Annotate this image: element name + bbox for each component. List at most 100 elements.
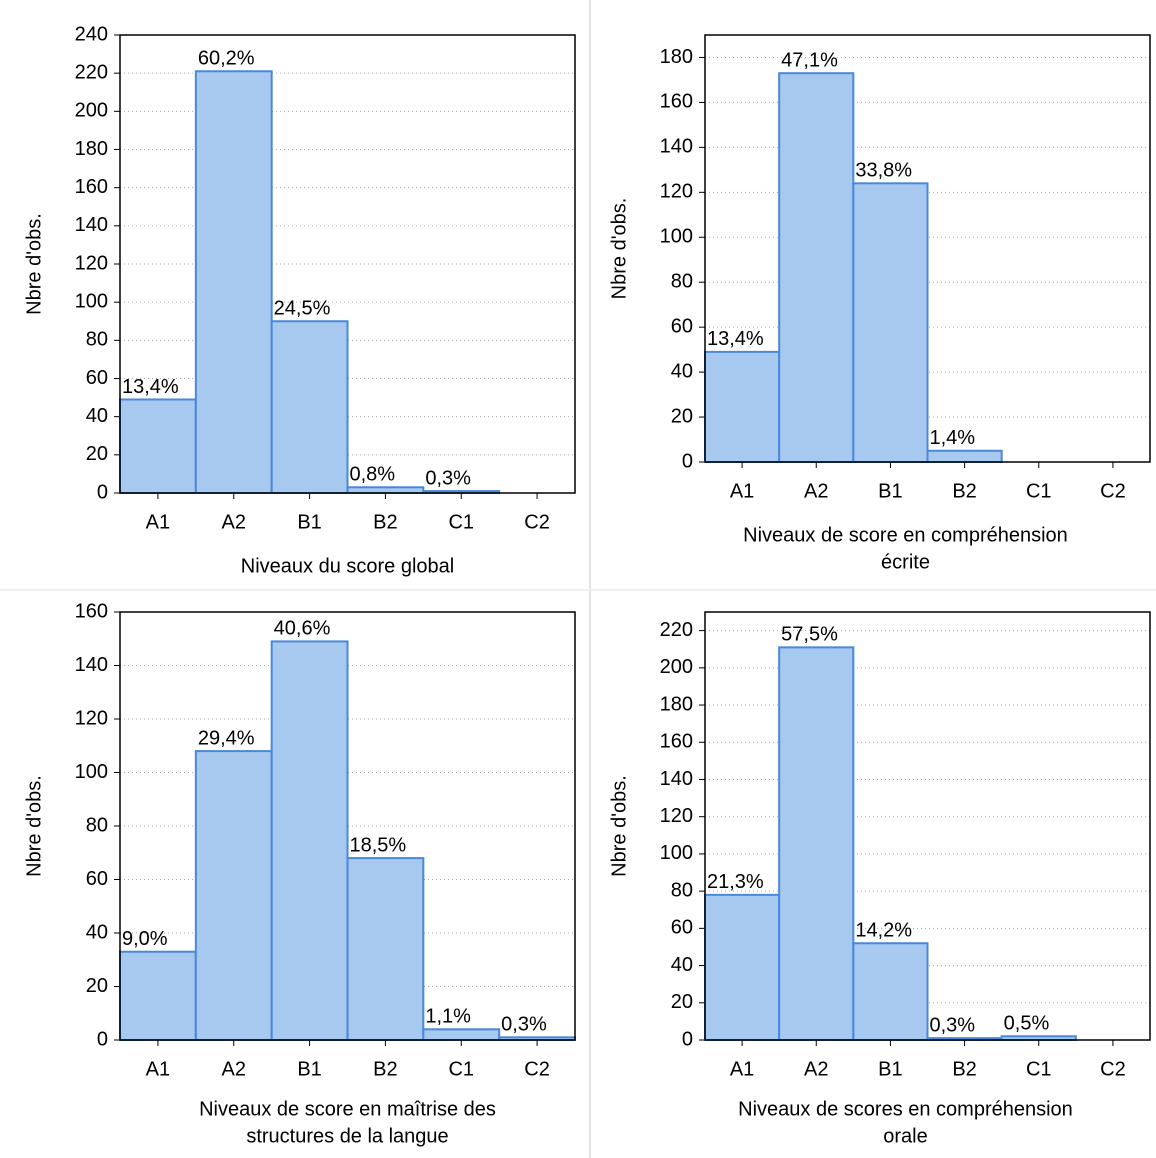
y-tick-label: 80	[671, 879, 693, 901]
y-tick-label: 160	[75, 600, 108, 622]
x-tick-label: B1	[878, 1058, 902, 1080]
bar	[270, 640, 349, 1041]
data-label: 29,4%	[198, 727, 255, 749]
x-axis-label: Niveaux de score en compréhension	[743, 524, 1068, 546]
x-tick-label: C2	[1100, 480, 1126, 502]
x-axis-label: orale	[883, 1125, 927, 1147]
y-tick-label: 40	[86, 405, 108, 427]
data-label: 57,5%	[781, 624, 838, 646]
y-tick-label: 140	[660, 768, 693, 790]
y-tick-label: 80	[86, 329, 108, 351]
data-label: 1,1%	[425, 1006, 471, 1028]
y-tick-label: 180	[660, 693, 693, 715]
y-tick-label: 80	[86, 814, 108, 836]
data-label: 13,4%	[122, 376, 179, 398]
y-tick-label: 200	[660, 656, 693, 678]
x-tick-label: A2	[222, 511, 246, 533]
data-label: 60,2%	[198, 48, 255, 70]
x-tick-label: A2	[222, 1058, 246, 1080]
y-tick-label: 60	[86, 367, 108, 389]
data-label: 1,4%	[930, 427, 976, 449]
data-label: 47,1%	[781, 49, 838, 71]
y-tick-label: 60	[671, 917, 693, 939]
y-tick-label: 20	[671, 991, 693, 1013]
x-axis-label: Niveaux du score global	[241, 555, 454, 577]
x-tick-label: B1	[878, 480, 902, 502]
x-tick-label: A1	[730, 1058, 754, 1080]
bar	[852, 942, 929, 1042]
bar	[778, 646, 855, 1041]
data-label: 18,5%	[350, 834, 407, 856]
bar	[346, 486, 425, 494]
y-tick-label: 0	[97, 1028, 108, 1050]
bar	[194, 70, 273, 494]
bar	[346, 857, 425, 1041]
y-tick-label: 220	[75, 61, 108, 83]
x-axis-label: structures de la langue	[246, 1125, 448, 1147]
data-label: 14,2%	[855, 920, 912, 942]
data-label: 0,3%	[501, 1014, 547, 1036]
y-tick-label: 40	[671, 954, 693, 976]
y-axis-label: Nbre d'obs.	[608, 775, 630, 877]
data-label: 40,6%	[274, 618, 331, 640]
y-tick-label: 120	[660, 805, 693, 827]
x-tick-label: C2	[524, 1058, 550, 1080]
x-tick-label: A1	[146, 511, 170, 533]
bar	[778, 72, 855, 463]
bar	[422, 1028, 501, 1042]
x-tick-label: C2	[1100, 1058, 1126, 1080]
bar	[926, 449, 1003, 463]
y-tick-label: 100	[660, 226, 693, 248]
y-tick-label: 20	[671, 405, 693, 427]
data-label: 0,8%	[350, 464, 396, 486]
y-tick-label: 160	[75, 176, 108, 198]
plot-frame	[704, 34, 1151, 463]
y-tick-label: 140	[75, 654, 108, 676]
x-tick-label: B1	[297, 1058, 321, 1080]
data-label: 33,8%	[855, 160, 912, 182]
x-tick-label: B2	[952, 480, 976, 502]
y-axis-label: Nbre d'obs.	[23, 213, 45, 315]
y-tick-label: 180	[660, 46, 693, 68]
y-tick-label: 0	[97, 481, 108, 503]
data-label: 13,4%	[707, 328, 764, 350]
data-label: 9,0%	[122, 928, 168, 950]
x-tick-label: C1	[1026, 1058, 1052, 1080]
y-tick-label: 60	[86, 868, 108, 890]
data-label: 0,3%	[930, 1014, 976, 1036]
plot-frame	[704, 611, 1151, 1041]
bar	[194, 750, 273, 1041]
x-tick-label: A2	[804, 1058, 828, 1080]
y-tick-label: 100	[75, 761, 108, 783]
x-tick-label: C1	[448, 1058, 474, 1080]
data-label: 21,3%	[707, 871, 764, 893]
bar	[704, 893, 781, 1041]
y-tick-label: 120	[660, 181, 693, 203]
bar	[852, 182, 929, 463]
y-tick-label: 100	[660, 842, 693, 864]
x-tick-label: B1	[297, 511, 321, 533]
x-tick-label: B2	[373, 511, 397, 533]
plot-frame	[119, 34, 576, 494]
x-tick-label: C1	[448, 511, 474, 533]
y-tick-label: 140	[660, 136, 693, 158]
bar	[704, 350, 781, 463]
bar	[270, 320, 349, 494]
y-tick-label: 80	[671, 270, 693, 292]
x-tick-label: A1	[730, 480, 754, 502]
data-label: 0,5%	[1004, 1013, 1050, 1035]
data-label: 24,5%	[274, 298, 331, 320]
y-tick-label: 100	[75, 290, 108, 312]
y-tick-label: 40	[671, 360, 693, 382]
y-tick-label: 180	[75, 138, 108, 160]
y-axis-label: Nbre d'obs.	[23, 775, 45, 877]
x-tick-label: C1	[1026, 480, 1052, 502]
data-label: 0,3%	[425, 467, 471, 489]
y-tick-label: 0	[682, 1028, 693, 1050]
y-axis-label: Nbre d'obs.	[608, 198, 630, 300]
plot-frame	[119, 611, 576, 1041]
y-tick-label: 160	[660, 91, 693, 113]
y-tick-label: 20	[86, 443, 108, 465]
